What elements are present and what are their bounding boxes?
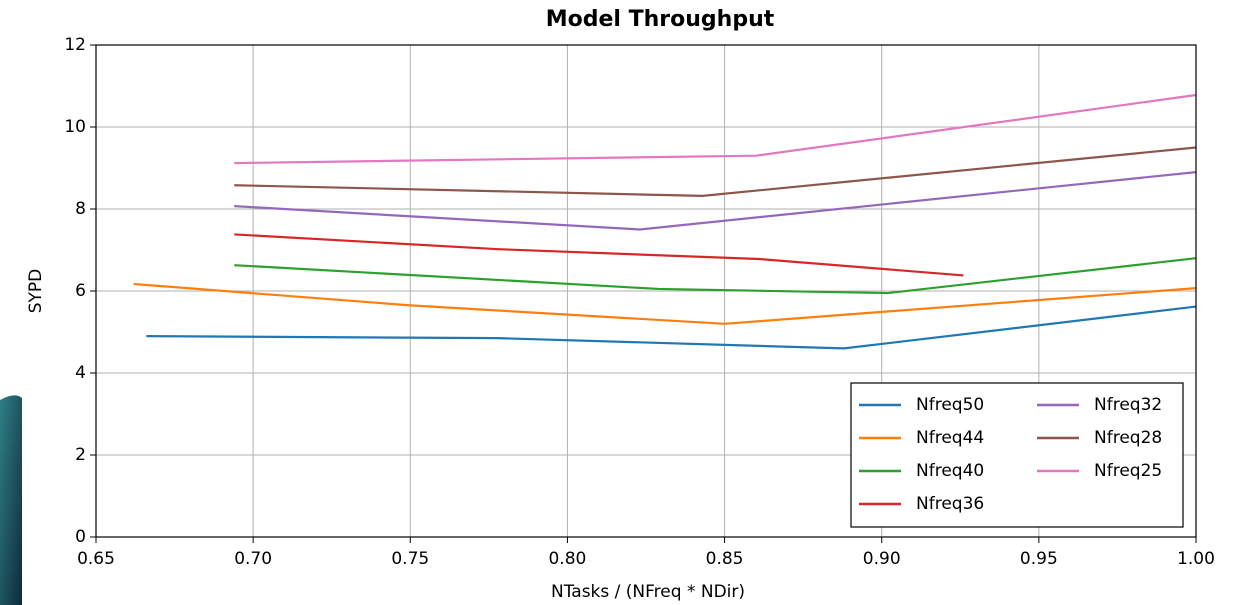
lines <box>133 93 1197 350</box>
x-axis-label: NTasks / (NFreq * NDir) <box>551 582 745 602</box>
legend-label: Nfreq32 <box>1094 395 1162 415</box>
chart-title: Model Throughput <box>546 7 775 32</box>
x-tick-label: 0.70 <box>234 549 272 569</box>
series-line <box>234 93 1197 165</box>
y-tick-label: 10 <box>64 117 86 137</box>
series-line <box>146 305 1197 350</box>
legend-label: Nfreq44 <box>916 428 984 448</box>
y-axis-label: SYPD <box>26 269 46 314</box>
background-image-fragment <box>0 395 22 605</box>
legend-label: Nfreq40 <box>916 461 984 481</box>
x-tick-label: 0.90 <box>863 549 901 569</box>
series-line <box>234 146 1197 197</box>
y-tick-label: 6 <box>75 281 86 301</box>
y-tick-label: 0 <box>75 527 86 547</box>
legend-box <box>850 382 1184 528</box>
y-tick-label: 12 <box>64 35 86 55</box>
legend-label: Nfreq25 <box>1094 461 1162 481</box>
series-line <box>133 282 1197 325</box>
series-line <box>234 233 964 277</box>
x-tick-label: 0.65 <box>77 549 115 569</box>
legend-label: Nfreq50 <box>916 395 984 415</box>
legend-label: Nfreq36 <box>916 494 984 514</box>
x-tick-label: 0.75 <box>391 549 429 569</box>
series-line <box>234 171 1197 231</box>
x-tick-label: 0.95 <box>1020 549 1058 569</box>
x-tick-label: 1.00 <box>1177 549 1215 569</box>
series-line <box>234 257 1197 295</box>
y-tick-label: 2 <box>75 445 86 465</box>
x-tick-label: 0.80 <box>548 549 586 569</box>
x-tick-label: 0.85 <box>706 549 744 569</box>
y-tick-label: 4 <box>75 363 86 383</box>
legend: Nfreq50 Nfreq44 Nfreq40 Nfreq36 Nfreq32 Nfreq… <box>850 382 1184 528</box>
y-tick-label: 8 <box>75 199 86 219</box>
legend-label: Nfreq28 <box>1094 428 1162 448</box>
ticks: 0.65 0.70 0.75 0.80 0.85 0.90 0.95 1.00 0 2 4 6 8 10 1… <box>64 35 1215 569</box>
